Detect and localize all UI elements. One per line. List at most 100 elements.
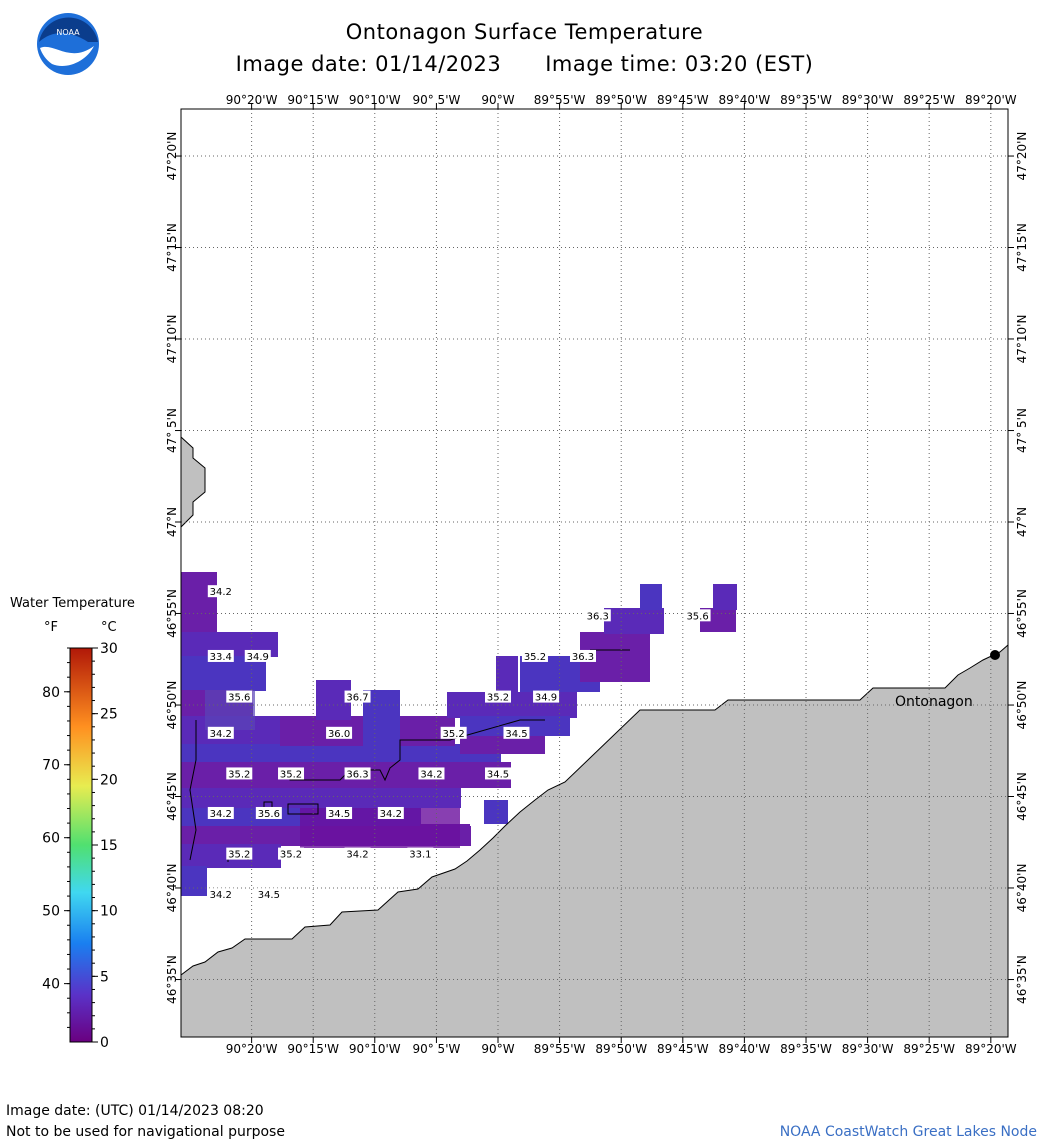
longitude-label-bottom: 89°35'W (780, 1042, 832, 1056)
reading-value: 34.2 (346, 850, 368, 861)
water-cell (181, 572, 217, 632)
legend-label-celsius: 30 (100, 641, 118, 657)
reading-value: 33.4 (210, 652, 232, 663)
reading-value: 34.2 (210, 587, 232, 598)
longitude-label-top: 90°10'W (349, 93, 401, 107)
reading-box (207, 806, 234, 819)
reading-value: 34.5 (505, 729, 527, 740)
water-cell (181, 788, 461, 808)
reading-box (344, 767, 371, 780)
reading-box (226, 847, 253, 860)
reading-box (485, 690, 511, 703)
reading-box (207, 585, 234, 598)
temperature-reading: 35.6 (226, 690, 253, 704)
longitude-label-top: 89°40'W (719, 93, 771, 107)
water-cell (484, 800, 508, 824)
latitude-label-right: 46°40'N (1015, 864, 1029, 913)
reading-value: 35.6 (258, 809, 280, 820)
latitude-label-left: 46°40'N (165, 864, 179, 913)
reading-box (684, 609, 711, 622)
temperature-reading: 35.2 (278, 767, 305, 780)
longitude-label-bottom: 89°40'W (719, 1042, 771, 1056)
longitude-label-bottom: 89°55'W (534, 1042, 586, 1056)
longitude-label-top: 89°25'W (903, 93, 955, 107)
reading-box (344, 690, 371, 703)
reading-value: 35.2 (524, 652, 546, 663)
reading-value: 34.9 (535, 693, 557, 704)
temperature-reading: 34.2 (207, 806, 234, 820)
temperature-reading: 34.5 (326, 806, 353, 820)
legend-label-fahrenheit: 70 (42, 758, 60, 774)
temperature-reading: 35.2 (485, 690, 511, 704)
legend-label-celsius: 10 (100, 904, 118, 920)
image-date-time: Image date: 01/14/2023 Image time: 03:20 … (0, 52, 1049, 76)
latitude-label-right: 47°15'N (1015, 223, 1029, 272)
svg-text:NOAA: NOAA (56, 28, 80, 37)
disclaimer: Not to be used for navigational purpose (6, 1124, 285, 1140)
reading-box (278, 847, 305, 860)
water-cell (280, 716, 370, 746)
temperature-reading: 34.5 (255, 888, 282, 901)
longitude-label-top: 89°45'W (657, 93, 709, 107)
legend-label-fahrenheit: 40 (42, 977, 60, 993)
temperature-reading: 34.2 (207, 585, 234, 598)
temperature-reading: 34.9 (533, 690, 560, 704)
longitude-label-top: 90°15'W (287, 93, 339, 107)
reading-value: 35.2 (228, 769, 250, 780)
reading-value: 35.2 (443, 729, 465, 740)
latitude-label-left: 46°50'N (165, 681, 179, 730)
latitude-label-left: 47°N (165, 507, 179, 537)
credit: NOAA CoastWatch Great Lakes Node (779, 1124, 1037, 1140)
longitude-label-bottom: 90°W (481, 1042, 514, 1056)
reading-box (207, 888, 234, 901)
reading-value: 34.5 (328, 809, 350, 820)
longitude-label-bottom: 90° 5'W (412, 1042, 460, 1056)
temperature-reading: 34.5 (503, 726, 530, 740)
temperature-reading: 34.2 (207, 726, 234, 740)
reading-box (226, 767, 253, 780)
latitude-label-right: 46°55'N (1015, 589, 1029, 638)
latitude-label-left: 46°55'N (165, 589, 179, 638)
legend-title: Water Temperature (10, 596, 135, 611)
temperature-reading: 36.3 (344, 767, 371, 780)
reading-value: 36.3 (587, 611, 609, 622)
latitude-label-left: 47°20'N (165, 132, 179, 181)
temperature-reading: 35.6 (255, 806, 282, 820)
legend-label-fahrenheit: 50 (42, 904, 60, 920)
temperature-reading: 34.5 (485, 767, 511, 780)
city-label: Ontonagon (895, 694, 973, 710)
reading-value: 34.5 (487, 769, 509, 780)
reading-value: 34.9 (247, 652, 269, 663)
longitude-label-top: 89°35'W (780, 93, 832, 107)
longitude-label-bottom: 89°20'W (965, 1042, 1017, 1056)
reading-box (521, 649, 548, 662)
legend-label-celsius: 15 (100, 838, 118, 854)
reading-value: 36.3 (346, 769, 368, 780)
water-cell (460, 716, 570, 736)
reading-box (418, 767, 445, 780)
temperature-reading: 34.2 (344, 847, 371, 861)
latitude-label-left: 47° 5'N (165, 408, 179, 453)
temperature-reading: 36.3 (570, 649, 597, 663)
reading-box (278, 767, 305, 780)
latitude-label-left: 46°45'N (165, 772, 179, 821)
temperature-reading: 35.2 (521, 649, 548, 663)
reading-box (255, 806, 282, 819)
legend-unit-fahrenheit: °F (44, 620, 58, 635)
longitude-label-bottom: 90°15'W (287, 1042, 339, 1056)
reading-box (440, 726, 467, 739)
reading-box (207, 649, 234, 662)
reading-box (377, 806, 404, 819)
reading-box (207, 726, 234, 739)
reading-value: 34.2 (420, 769, 442, 780)
isotherm-line (287, 803, 319, 815)
legend-colorbar (69, 647, 93, 1043)
reading-box (326, 726, 353, 739)
temperature-reading: 36.7 (344, 690, 371, 704)
water-cell (460, 736, 545, 754)
map-border (180, 108, 1009, 1038)
legend-label-celsius: 25 (100, 707, 118, 723)
reading-box (570, 649, 597, 662)
water-cell (181, 744, 501, 764)
